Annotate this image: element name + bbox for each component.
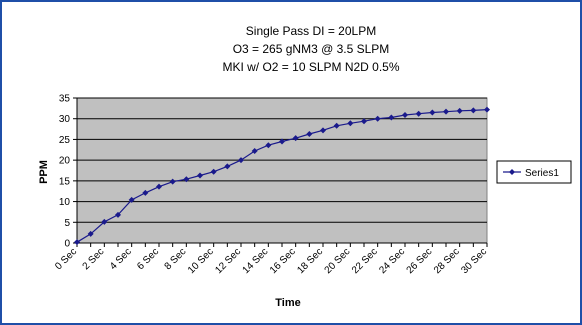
data-point: [279, 138, 285, 145]
data-point: [115, 211, 121, 218]
y-axis-ticks: 0 5 10 15 20 25 30 35: [59, 94, 77, 250]
data-point: [402, 111, 408, 118]
x-tick-label: 18 Sec: [295, 246, 325, 276]
data-point: [320, 127, 326, 134]
data-point: [347, 120, 354, 127]
x-tick-label: 2 Sec: [81, 246, 107, 272]
y-tick-label: 5: [64, 218, 70, 229]
x-tick-label: 28 Sec: [432, 246, 462, 276]
x-tick-label: 22 Sec: [350, 246, 380, 276]
data-point: [456, 107, 463, 114]
y-tick-label: 30: [59, 114, 71, 125]
data-point: [224, 163, 231, 170]
x-tick-label: 4 Sec: [108, 246, 134, 272]
data-point: [142, 189, 149, 196]
x-tick-label: 14 Sec: [241, 246, 271, 276]
data-point: [361, 118, 367, 125]
data-point: [156, 183, 162, 190]
y-tick-label: 0: [64, 239, 70, 250]
data-point: [128, 196, 135, 203]
y-tick-label: 15: [59, 176, 71, 187]
data-point: [265, 142, 272, 149]
legend-series-label: Series1: [525, 168, 559, 179]
x-tick-label: 0 Sec: [53, 246, 79, 272]
data-point: [238, 157, 244, 164]
data-point: [443, 108, 449, 115]
data-point: [374, 115, 381, 122]
plot-area: [76, 97, 488, 244]
chart-title: Single Pass DI = 20LPM O3 = 265 gNM3 @ 3…: [222, 24, 399, 74]
data-point: [415, 110, 422, 117]
y-tick-label: 20: [59, 156, 71, 167]
y-tick-label: 25: [59, 135, 71, 146]
data-point: [101, 218, 108, 225]
data-point: [251, 148, 258, 155]
data-point: [197, 172, 203, 179]
data-point: [470, 107, 477, 114]
data-point: [306, 131, 313, 138]
legend-marker: [509, 169, 515, 175]
x-tick-label: 26 Sec: [405, 246, 435, 276]
x-tick-label: 24 Sec: [377, 246, 407, 276]
data-point: [169, 178, 176, 185]
y-tick-label: 35: [59, 94, 71, 105]
x-tick-label: 8 Sec: [163, 246, 189, 272]
data-point: [292, 135, 299, 142]
x-tick-label: 16 Sec: [268, 246, 298, 276]
x-tick-label: 20 Sec: [323, 246, 353, 276]
data-point: [388, 114, 395, 121]
data-point: [87, 230, 94, 237]
data-point: [333, 122, 340, 129]
data-point: [74, 239, 80, 246]
title-line-2: O3 = 265 gNM3 @ 3.5 SLPM: [233, 42, 390, 56]
x-tick-label: 10 Sec: [186, 246, 216, 276]
x-tick-label: 30 Sec: [459, 246, 489, 276]
title-line-3: MKI w/ O2 = 10 SLPM N2D 0.5%: [222, 60, 399, 74]
data-point: [183, 176, 190, 183]
series-group: [74, 106, 490, 246]
data-point: [484, 106, 490, 113]
title-line-1: Single Pass DI = 20LPM: [246, 24, 376, 38]
x-axis-label: Time: [275, 297, 300, 309]
x-tick-label: 6 Sec: [135, 246, 161, 272]
y-tick-label: 10: [59, 197, 71, 208]
x-tick-label: 12 Sec: [213, 246, 243, 276]
legend: Series1: [496, 160, 572, 184]
legend-box: [496, 160, 572, 184]
data-point: [429, 109, 436, 116]
y-axis-label: PPM: [38, 160, 50, 184]
data-point: [210, 168, 217, 175]
